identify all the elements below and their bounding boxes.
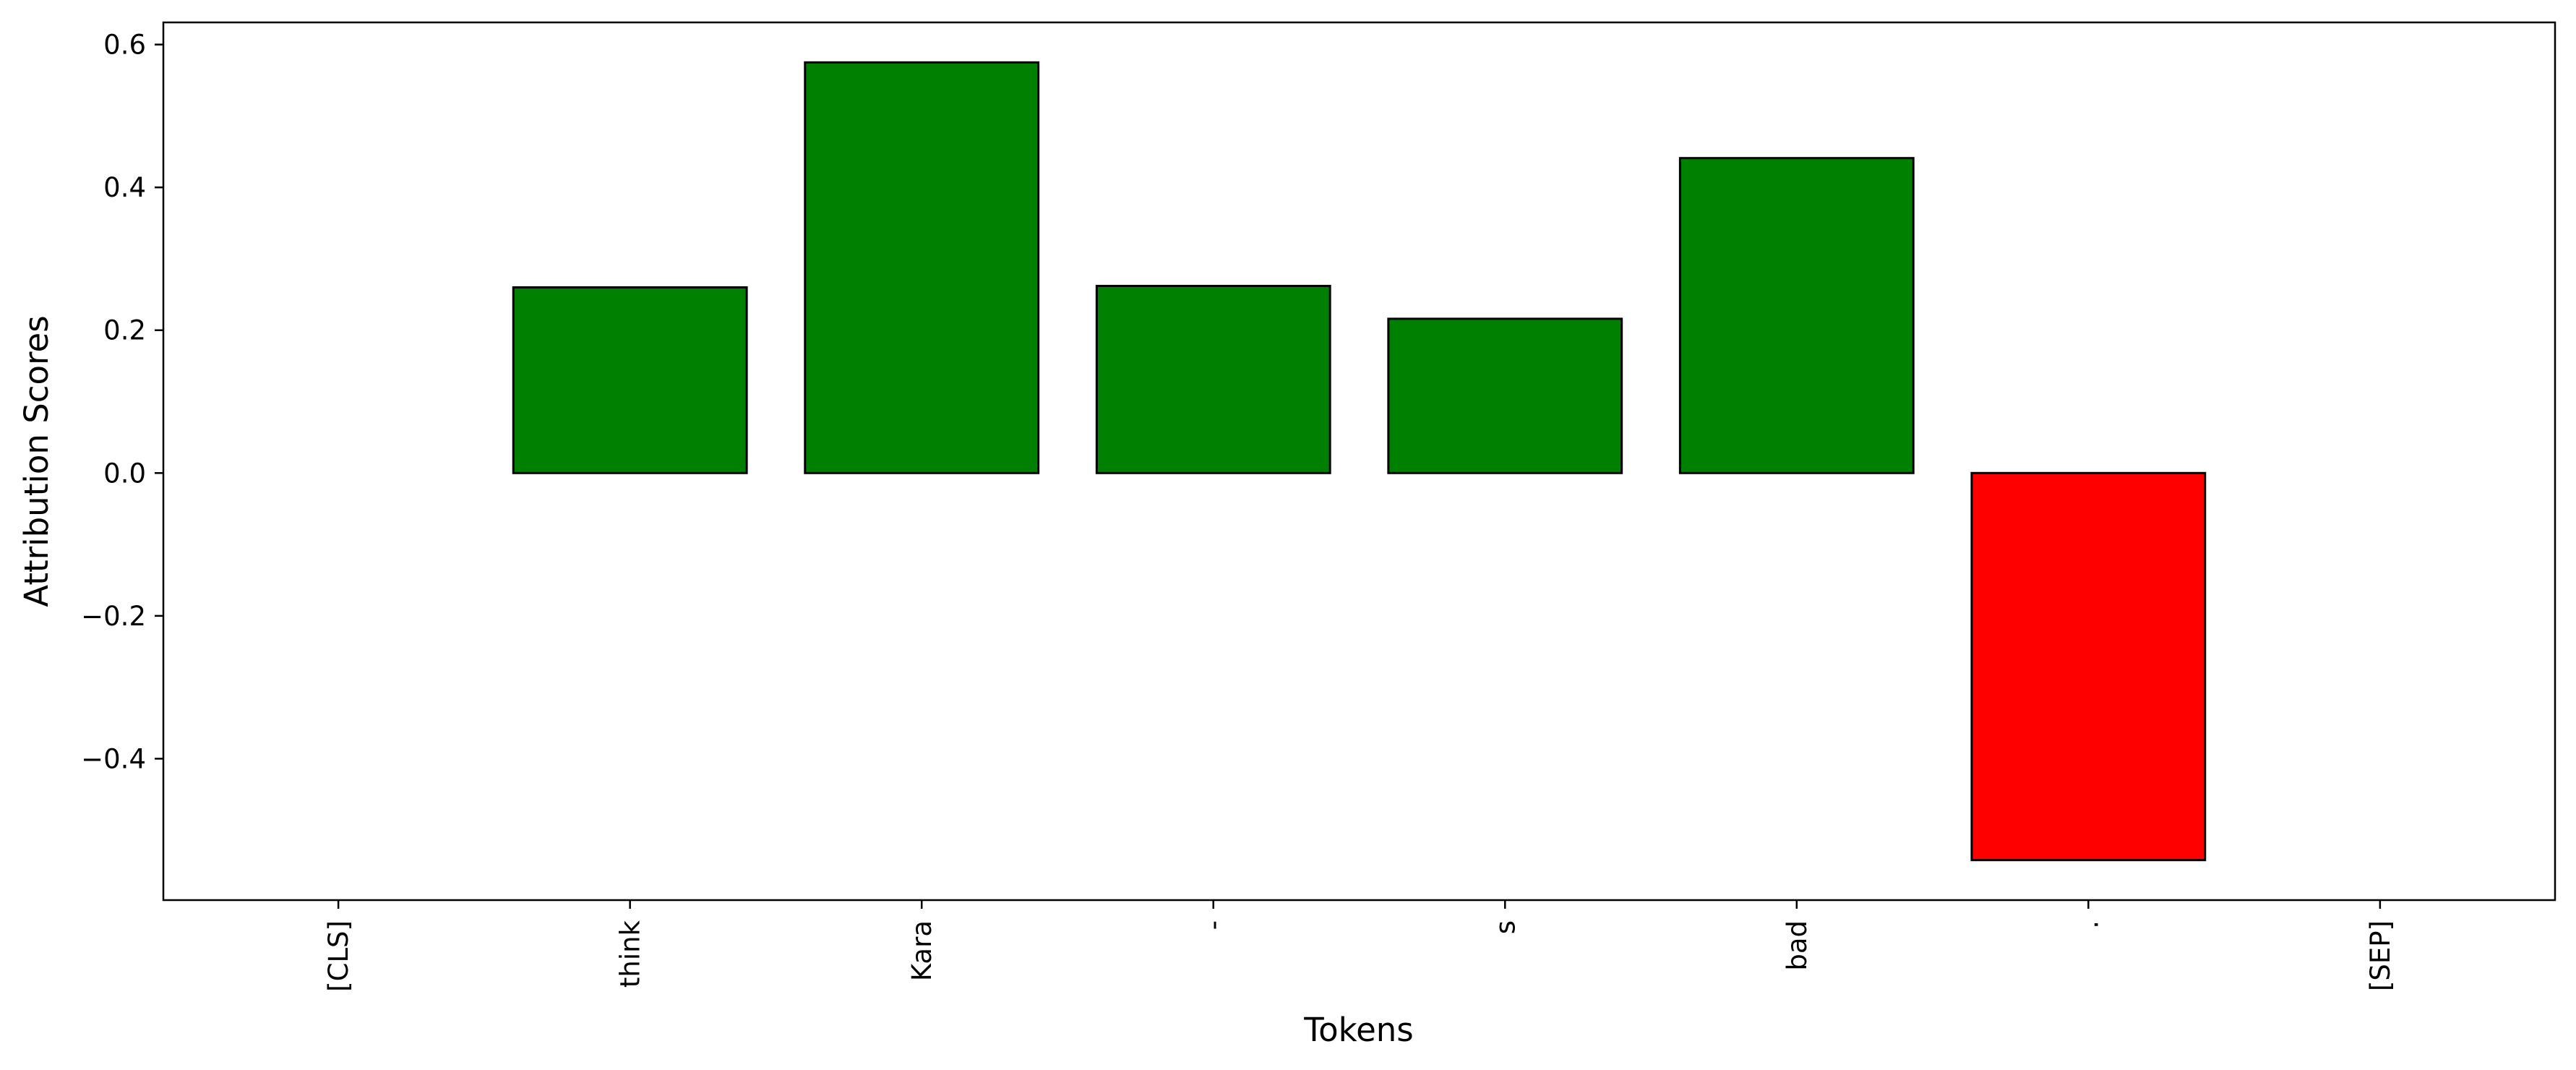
x-tick-label: bad bbox=[1782, 920, 1813, 971]
x-axis-label: Tokens bbox=[1303, 1011, 1413, 1049]
bar-4-s bbox=[1387, 317, 1623, 474]
x-tick-label: s bbox=[1490, 920, 1521, 934]
x-tick-label: . bbox=[2073, 920, 2104, 929]
x-axis-ticks: [CLS] think Kara - s bad. [SEP] bbox=[323, 900, 2396, 992]
y-tick-label: 0.0 bbox=[103, 458, 146, 489]
bar-3-p bbox=[1095, 285, 1331, 474]
y-axis-ticks: −0.4 −0.2 0.0 0.2 0.4 0.6 bbox=[81, 30, 163, 774]
x-tick-label: [SEP] bbox=[2365, 920, 2396, 991]
y-axis-label: Attribution Scores bbox=[17, 315, 56, 607]
bar-2-kara bbox=[804, 61, 1040, 474]
bar-6-p bbox=[1970, 471, 2207, 862]
y-tick-label: −0.4 bbox=[81, 743, 146, 774]
bar-5-bad bbox=[1678, 157, 1915, 474]
y-tick-label: 0.6 bbox=[103, 30, 146, 61]
y-tick-label: −0.2 bbox=[81, 601, 146, 632]
x-tick-label: Kara bbox=[906, 920, 937, 981]
x-tick-label: think bbox=[615, 920, 646, 988]
bars-group bbox=[512, 61, 2207, 862]
x-tick-label: - bbox=[1198, 920, 1229, 930]
bar-1-think bbox=[512, 286, 748, 474]
y-tick-label: 0.2 bbox=[103, 315, 146, 346]
y-tick-label: 0.4 bbox=[103, 172, 146, 203]
plot-frame bbox=[162, 21, 2556, 902]
x-tick-label: [CLS] bbox=[323, 920, 354, 992]
